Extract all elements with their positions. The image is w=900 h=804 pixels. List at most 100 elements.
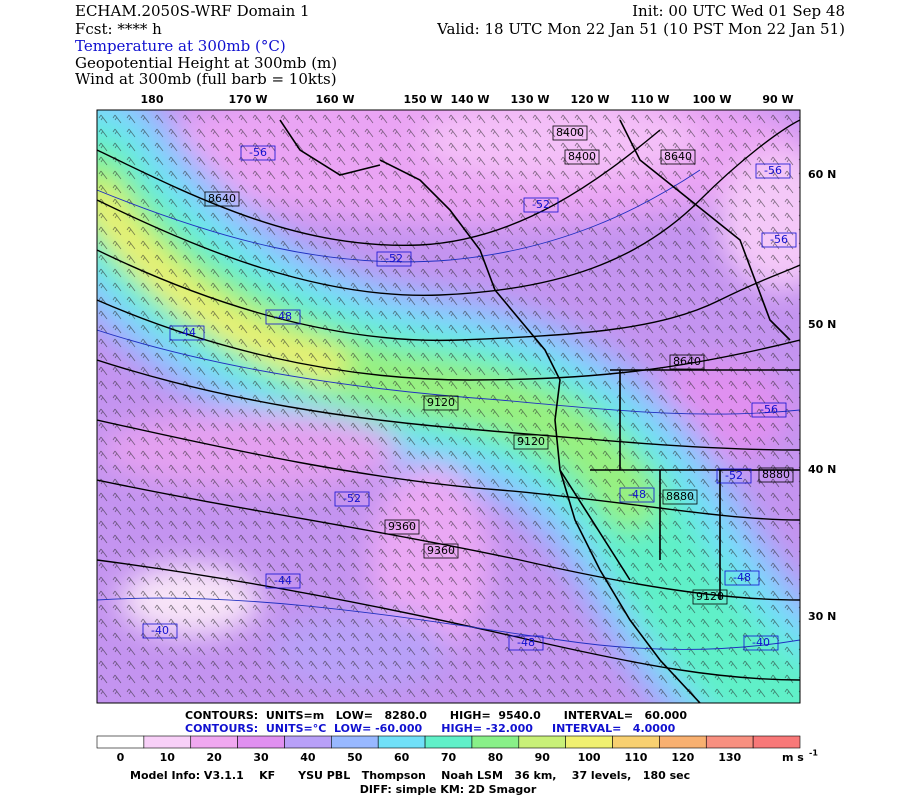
temperature-label-box: [716, 468, 752, 484]
colorbar-label: 70: [441, 751, 457, 764]
colorbar-label: 40: [300, 751, 316, 764]
height-label-box: [660, 149, 696, 165]
temperature-label-text: -56: [249, 146, 267, 159]
longitude-label: 90 W: [762, 93, 793, 106]
height-label-box: [513, 434, 549, 450]
temperature-label-text: -56: [764, 164, 782, 177]
latitude-label: 40 N: [808, 463, 836, 476]
height-label-text: 8640: [673, 355, 701, 368]
title: ECHAM.2050S-WRF Domain 1: [75, 2, 310, 20]
init-time: Init: 00 UTC Wed 01 Sep 48: [632, 2, 845, 20]
height-label: 9120: [513, 434, 549, 450]
height-label-text: 9120: [427, 396, 455, 409]
coastlines: [279, 119, 800, 703]
height-label-text: 9120: [696, 590, 724, 603]
temperature-label-box: [334, 491, 370, 507]
temperature-label-box: [265, 309, 301, 325]
colorbar-swatch: [377, 735, 426, 749]
temperature-label-box: [265, 573, 301, 589]
longitude-label: 100 W: [693, 93, 732, 106]
temperature-label: -40: [142, 623, 178, 639]
latitude-label: 50 N: [808, 318, 836, 331]
colorbar-label: 110: [624, 751, 647, 764]
temperature-label-box: [743, 635, 779, 651]
colorbar-swatch: [424, 735, 473, 749]
temperature-label-text: -52: [343, 492, 361, 505]
colorbar-swatch: [284, 735, 332, 749]
height-label-box: [564, 149, 600, 165]
colorbar-label: 0: [117, 751, 125, 764]
map-labels: 180 170 W 160 W 150 W 140 W 130 W 120 W 110 W 10…: [141, 93, 836, 651]
temperature-label: -48: [508, 635, 544, 651]
temperature-label: -56: [755, 163, 791, 179]
colorbar-swatch: [518, 735, 566, 749]
colorbar-label: 80: [488, 751, 504, 764]
height-contour-info: CONTOURS: UNITS=m LOW= 8280.0 HIGH= 9540…: [185, 709, 687, 722]
temperature-label: -52: [716, 468, 752, 484]
temperature-label-text: -48: [733, 571, 751, 584]
height-label-box: [384, 519, 420, 535]
height-label-text: 8400: [568, 150, 596, 163]
temperature-label-text: -52: [725, 469, 743, 482]
height-label: 9360: [423, 543, 459, 559]
height-label-box: [423, 395, 459, 411]
temperature-label: -52: [523, 197, 559, 213]
longitude-label: 130 W: [511, 93, 550, 106]
map-frame: [96, 109, 801, 704]
colorbar-swatch: [752, 735, 801, 749]
colorbar-swatch: [659, 735, 707, 749]
temperature-label-box: [523, 197, 559, 213]
colorbar-label: 120: [671, 751, 694, 764]
colorbar-swatch: [612, 735, 660, 749]
temperature-label-text: -44: [274, 574, 292, 587]
colorbar-label: 30: [253, 751, 269, 764]
temperature-label: -52: [376, 251, 412, 267]
height-label: 8880: [662, 489, 698, 505]
longitude-label: 120 W: [571, 93, 610, 106]
height-label-text: 9360: [388, 520, 416, 533]
colorbar-label: 90: [535, 751, 551, 764]
height-label: 8880: [758, 467, 794, 483]
height-label-box: [669, 354, 705, 370]
temperature-label: -56: [240, 145, 276, 161]
longitude-label: 170 W: [229, 93, 268, 106]
temperature-label: -56: [761, 232, 797, 248]
temperature-label: -48: [265, 309, 301, 325]
colorbar-swatch: [96, 735, 145, 749]
height-label-text: 8880: [762, 468, 790, 481]
colorbar-unit: m s: [782, 751, 804, 764]
colorbar-swatch: [143, 735, 192, 749]
longitude-label: 150 W: [404, 93, 443, 106]
temperature-label-box: [761, 232, 797, 248]
longitude-label: 180: [141, 93, 164, 106]
temperature-label: -44: [265, 573, 301, 589]
temperature-label-text: -40: [151, 624, 169, 637]
height-label: 9120: [692, 589, 728, 605]
height-label: 8400: [552, 125, 588, 141]
temperature-label: -48: [619, 487, 655, 503]
colorbar-label: 100: [578, 751, 601, 764]
longitude-label: 160 W: [316, 93, 355, 106]
colorbar: 0 10 20 30 40 50 60 70 80 90 100 110 120 130: [96, 735, 801, 764]
map-area: [97, 110, 800, 703]
temperature-label-text: -48: [517, 636, 535, 649]
temperature-label-box: [240, 145, 276, 161]
diff-info: DIFF: simple KM: 2D Smagor: [360, 783, 537, 796]
temperature-label-text: -44: [178, 326, 196, 339]
height-label-box: [552, 125, 588, 141]
field-label: Wind at 300mb (full barb = 10kts): [75, 70, 337, 88]
temperature-label-text: -52: [385, 252, 403, 265]
colorbar-swatch: [565, 735, 613, 749]
height-label-box: [662, 489, 698, 505]
height-label-text: 8640: [664, 150, 692, 163]
height-label-box: [204, 191, 240, 207]
height-label-text: 8400: [556, 126, 584, 139]
height-label-text: 9120: [517, 435, 545, 448]
height-label: 8640: [669, 354, 705, 370]
height-label: 9360: [384, 519, 420, 535]
colorbar-swatch: [237, 735, 285, 749]
colorbar-unit-exponent: -1: [809, 749, 818, 758]
field-label: Geopotential Height at 300mb (m): [75, 54, 337, 72]
